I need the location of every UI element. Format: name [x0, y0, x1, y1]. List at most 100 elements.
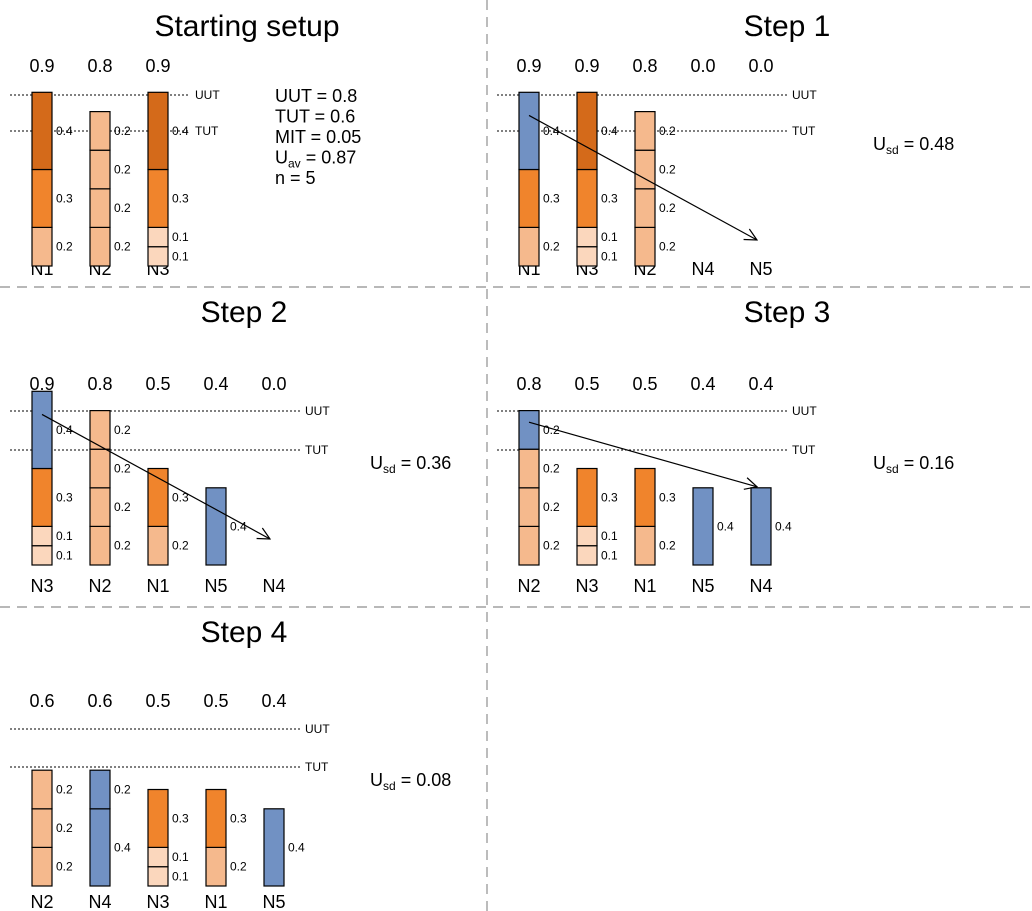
task-load-label: 0.2 — [659, 124, 676, 138]
task-load-label: 0.4 — [172, 124, 189, 138]
task-block — [205, 487, 227, 566]
task-block — [89, 110, 111, 151]
node-label: N1 — [146, 576, 169, 596]
task-block — [147, 246, 169, 267]
uut-label: UUT — [305, 722, 330, 736]
task-load-label: 0.2 — [543, 423, 560, 437]
task-block — [147, 91, 169, 171]
task-block — [576, 525, 598, 547]
node-utilization: 0.8 — [632, 56, 657, 76]
param-TUT: TUT = 0.6 — [275, 107, 355, 127]
node-N1: 0.5 N1 0.2 0.3 — [203, 691, 247, 911]
task-load-label: 0.2 — [56, 783, 73, 797]
task-load-label: 0.3 — [601, 191, 618, 205]
uut-label: UUT — [792, 404, 817, 418]
task-load-label: 0.4 — [288, 840, 305, 854]
node-label: N3 — [575, 576, 598, 596]
panel-0: Starting setupUUTTUT0.9N10.20.30.40.8N20… — [10, 10, 361, 279]
panel-title: Step 3 — [744, 296, 831, 329]
task-block — [31, 525, 53, 547]
task-block — [692, 487, 714, 566]
task-block — [518, 525, 540, 566]
tut-label: TUT — [792, 443, 816, 457]
node-label: N4 — [749, 576, 772, 596]
task-block — [205, 788, 227, 849]
task-block — [31, 545, 53, 566]
panel-2: Step 2UUTTUT0.9N30.10.10.30.40.8N20.20.2… — [10, 296, 451, 596]
task-load-label: 0.3 — [56, 490, 73, 504]
task-load-label: 0.2 — [659, 539, 676, 553]
task-block — [89, 525, 111, 566]
node-utilization: 0.8 — [87, 374, 112, 394]
task-block — [89, 808, 111, 887]
task-block — [576, 246, 598, 267]
panel-title: Starting setup — [154, 10, 339, 43]
task-load-label: 0.2 — [659, 163, 676, 177]
task-load-label: 0.2 — [114, 539, 131, 553]
task-load-label: 0.4 — [56, 423, 73, 437]
migration-arrow — [528, 421, 757, 487]
task-load-label: 0.2 — [543, 462, 560, 476]
node-N2: 0.6 N2 0.2 0.2 0.2 — [29, 691, 73, 911]
task-block — [518, 91, 540, 171]
task-load-label: 0.1 — [601, 529, 618, 543]
usd-value: Usd = 0.16 — [873, 453, 954, 476]
node-label: N5 — [691, 576, 714, 596]
task-load-label: 0.3 — [172, 811, 189, 825]
task-load-label: 0.2 — [56, 860, 73, 874]
node-utilization: 0.4 — [690, 374, 715, 394]
node-N4: 0.0 N4 — [690, 56, 715, 279]
task-load-label: 0.4 — [56, 124, 73, 138]
task-block — [518, 410, 540, 450]
node-N1: 0.5 N1 0.2 0.3 — [632, 374, 676, 596]
task-block — [31, 390, 53, 470]
task-load-label: 0.3 — [56, 191, 73, 205]
task-load-label: 0.3 — [543, 191, 560, 205]
task-block — [518, 448, 540, 489]
node-utilization: 0.0 — [748, 56, 773, 76]
task-load-label: 0.1 — [601, 548, 618, 562]
task-load-label: 0.2 — [114, 240, 131, 254]
task-block — [89, 188, 111, 229]
task-load-label: 0.4 — [601, 124, 618, 138]
task-block — [634, 525, 656, 566]
tut-label: TUT — [305, 443, 329, 457]
node-N1: 0.5 N1 0.2 0.3 — [145, 374, 189, 596]
task-block — [89, 226, 111, 267]
node-N4: 0.4 N4 0.4 — [748, 374, 792, 596]
task-load-label: 0.3 — [659, 490, 676, 504]
task-block — [518, 487, 540, 527]
task-load-label: 0.3 — [601, 490, 618, 504]
param-n: n = 5 — [275, 168, 316, 188]
task-load-label: 0.2 — [114, 201, 131, 215]
task-block — [31, 808, 53, 848]
task-load-label: 0.2 — [172, 539, 189, 553]
task-load-label: 0.4 — [775, 519, 792, 533]
task-load-label: 0.3 — [230, 811, 247, 825]
param-UUT: UUT = 0.8 — [275, 86, 357, 106]
task-load-label: 0.2 — [114, 163, 131, 177]
task-load-label: 0.1 — [601, 230, 618, 244]
param-Uav: Uav = 0.87 — [275, 148, 356, 171]
node-N5: 0.0 N5 — [748, 56, 773, 279]
task-block — [750, 487, 772, 566]
task-block — [31, 846, 53, 887]
task-load-label: 0.4 — [543, 124, 560, 138]
node-label: N5 — [749, 259, 772, 279]
node-label: N3 — [146, 892, 169, 911]
task-block — [518, 168, 540, 229]
task-load-label: 0.2 — [114, 783, 131, 797]
task-block — [147, 226, 169, 248]
task-load-label: 0.2 — [659, 240, 676, 254]
node-label: N2 — [30, 892, 53, 911]
node-utilization: 0.9 — [29, 56, 54, 76]
